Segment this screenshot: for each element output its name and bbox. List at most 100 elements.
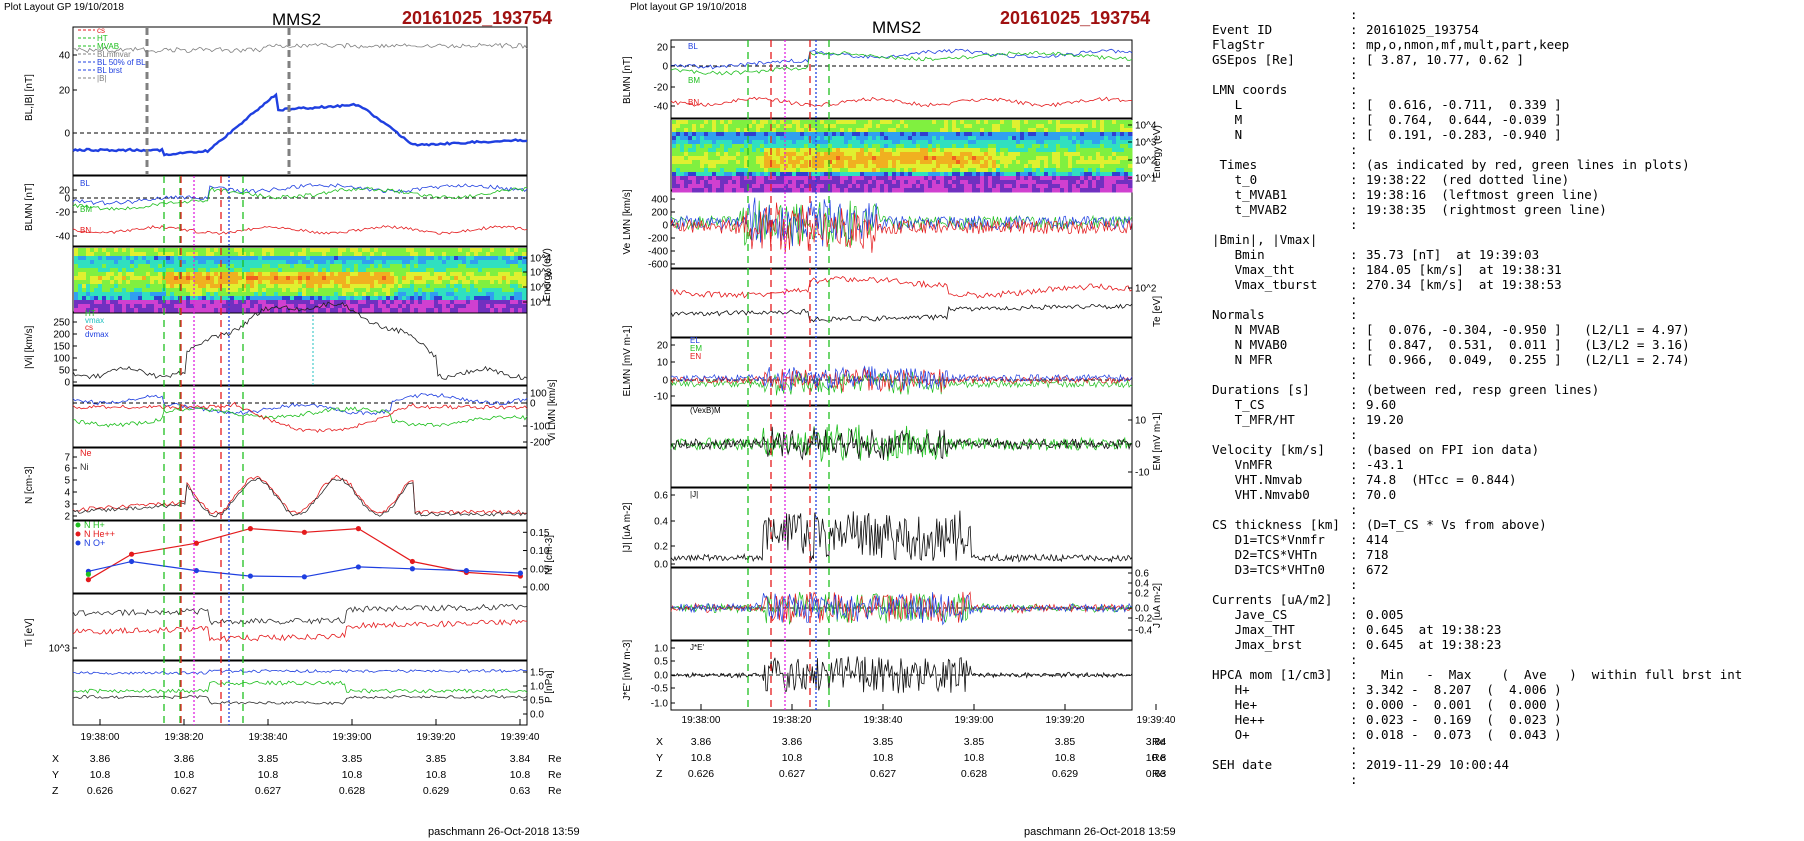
right-panel-6-frame [670,487,1133,568]
info-value: (D=T_CS * Vs from above) [1366,517,1547,532]
info-key: Times [1212,157,1258,172]
right-EM-tick-label: 0 [1135,440,1141,451]
right-xtick-label: 19:39:40 [1137,715,1176,726]
right-panel-3-frame [670,268,1133,338]
left-pos-value: 0.627 [171,785,197,797]
right-J-tick-label: -0.4 [1135,626,1153,637]
left-pos-row-label: Z [52,785,59,797]
right-Ve-component-line [670,197,1133,247]
left-ylabel: BLMN [nT] [24,183,35,231]
info-value: [ 3.87, 10.77, 0.62 ] [1366,52,1525,67]
info-colon: : [1350,757,1358,772]
left-BLMN-tick-label: 20 [59,186,71,197]
right-xtick-label: 19:39:00 [955,715,994,726]
right-Jmag-tick-label: 0.4 [654,517,668,528]
left-energy-tick-label: 10^3 [530,268,552,279]
right-Ve-tick-label: -600 [648,260,668,271]
info-key: VHT.Nmvab0 [1212,487,1310,502]
right-BLMN-legend: BL [688,42,698,51]
right-pos-value: 0.627 [779,768,805,780]
left-Ni-tick-label: 0.05 [530,564,550,575]
left-energy-tick-label: 10^1 [530,298,552,309]
info-line: Durations [s]: (between red, resp green l… [1212,382,1802,397]
left-ylabel-right: P [nPa] [544,670,555,703]
info-value: 19:38:16 (leftmost green line) [1366,187,1600,202]
right-Ve-tick-label: 400 [651,195,668,206]
info-key: O+ [1212,727,1250,742]
right-pos-value: 10.8 [1146,752,1167,764]
right-BLMN-legend: BM [688,76,700,85]
info-line: : [1212,772,1802,787]
left-Vi-tick-label: 0 [64,378,70,389]
right-ylabel-right: Energy (eV) [1152,125,1163,178]
info-value: 19.20 [1366,412,1404,427]
info-key: H+ [1212,682,1250,697]
left-B-tick-label: 0 [64,129,70,140]
info-line: N MVAB0: [ 0.847, 0.531, 0.011 ] (L3/L2 =… [1212,337,1802,352]
info-value: 19:38:35 (rightmost green line) [1366,202,1607,217]
right-spacecraft-title: MMS2 [872,18,922,37]
info-colon: : [1350,727,1358,742]
right-EM-tick-label: 10 [1135,416,1147,427]
left-plot-header: Plot Layout GP 19/10/2018 [4,2,124,13]
left-N-tick-label: 6 [64,464,70,475]
right-JE-tick-label: 1.0 [654,644,668,655]
left-ylabel-right: Ni [cm-3] [544,535,555,575]
right-JE-tick-label: -1.0 [651,699,669,710]
right-EM-legend: (VexB)M [690,406,721,415]
info-colon: : [1350,307,1358,322]
info-value: (as indicated by red, green lines in plo… [1366,157,1690,172]
figure-canvas: BL,|B| [nT] BLMN [nT] |Vi| [km/s] N [cm-3] T… [24,26,1176,797]
info-line: D3=TCS*VHTn0:672 [1212,562,1802,577]
info-colon: : [1350,472,1358,487]
left-Ni-tick-label: 0.00 [530,583,550,594]
right-BLMN-tick-label: 0 [662,62,668,73]
left-Pe-line [72,694,528,705]
left-pos-value: 0.629 [423,785,449,797]
left-ViLMN-tick-label: -200 [530,438,550,449]
info-value: 3.342 - 8.207 ( 4.006 ) [1366,682,1562,697]
info-colon: : [1350,547,1358,562]
info-value: 0.023 - 0.169 ( 0.023 ) [1366,712,1562,727]
info-key: L [1212,97,1243,112]
left-Ni-series-point [129,558,135,565]
info-key: M [1212,112,1243,127]
right-pos-value: 3.85 [1055,736,1076,748]
info-colon: : [1350,667,1358,682]
info-value: 9.60 [1366,397,1397,412]
left-panel-4-frame [72,385,528,448]
left-Ni-legend-dot [75,531,81,537]
left-xtick-label: 19:38:40 [249,732,288,743]
left-VN-line [72,401,528,433]
left-Ti-line [72,603,528,626]
left-Ti-tick-label: 10^3 [49,644,71,655]
info-colon: : [1350,67,1358,82]
right-energy-tick-label: 10^3 [1135,138,1157,149]
left-xtick-label: 19:39:00 [333,732,372,743]
info-colon: : [1350,7,1358,22]
right-pos-value: 3.84 [1146,736,1167,748]
left-Vi-legend: dvmax [85,330,109,339]
right-pos-value: 10.8 [782,752,803,764]
left-Vi-tick-label: 50 [59,366,71,377]
left-Ni-series-point [247,526,253,532]
info-colon: : [1350,592,1358,607]
info-key: D3=TCS*VHTn0 [1212,562,1325,577]
info-line: T_MFR/HT:19.20 [1212,412,1802,427]
right-energy-tick-label: 10^1 [1135,174,1157,185]
right-Ve-tick-label: -400 [648,247,668,258]
left-panel-1-frame [72,175,528,247]
left-Vi-magnitude-line [72,301,528,380]
right-EM-tick-label: -10 [1135,468,1150,479]
left-BLMN-legend: BM [80,205,92,214]
info-colon: : [1350,652,1358,667]
info-key: GSEpos [Re] [1212,52,1295,67]
left-Vi-legend: vmax [85,316,104,325]
info-line: : [1212,427,1802,442]
right-ylabel-right: EM [mV m-1] [1152,412,1163,471]
info-colon: : [1350,97,1358,112]
info-line: : [1212,217,1802,232]
right-pos-value: 10.8 [873,752,894,764]
left-pos-value: 10.8 [342,769,363,781]
right-pos-value: 3.85 [964,736,985,748]
